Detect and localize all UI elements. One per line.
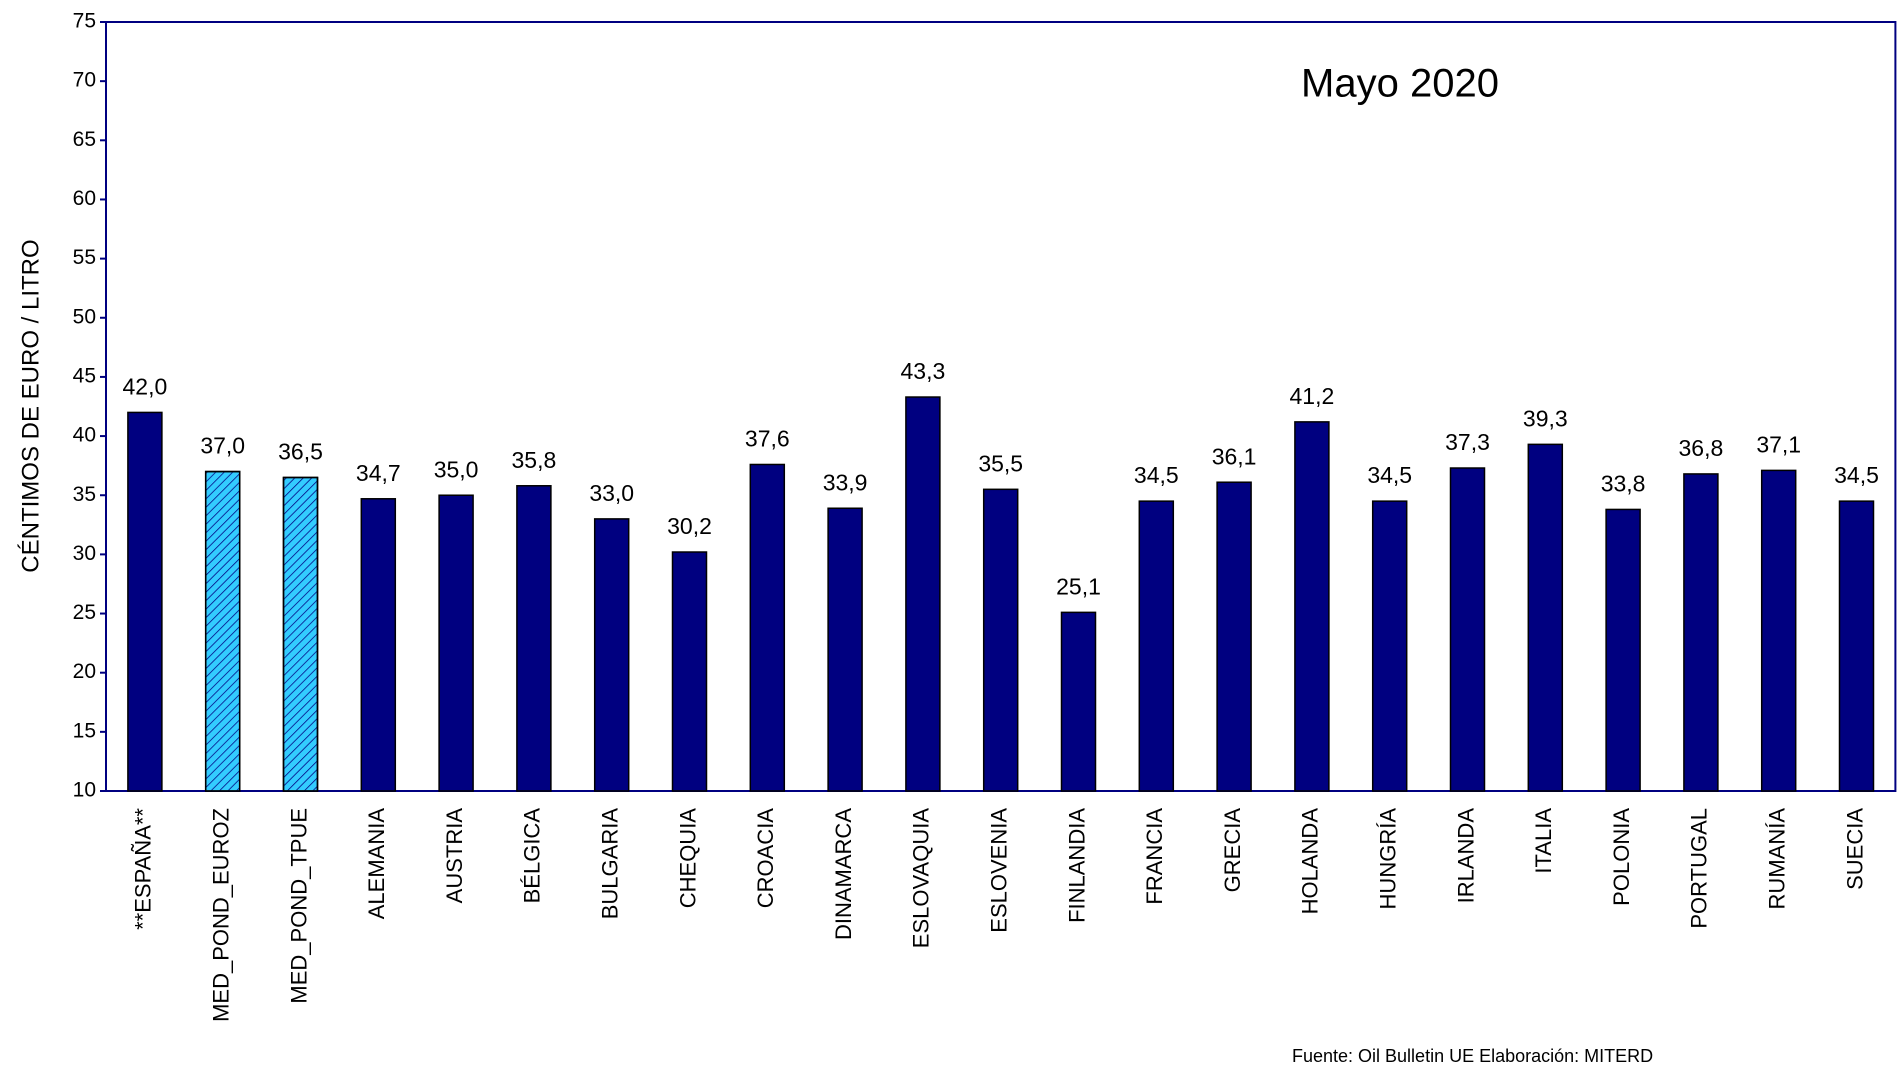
value-label: 37,0 (200, 433, 245, 459)
bar (1838, 500, 1875, 792)
x-tick-label: RUMANÍA (1765, 808, 1790, 910)
x-tick-label: MED_POND_TPUE (286, 808, 311, 1004)
value-label: 35,5 (978, 450, 1023, 476)
y-tick-label: 25 (73, 601, 96, 624)
bar (1138, 500, 1175, 792)
bar (1527, 443, 1564, 792)
x-tick-label: ALEMANIA (364, 808, 389, 920)
x-tick-label: GRECIA (1220, 808, 1245, 893)
value-label: 43,3 (901, 358, 946, 384)
bar (127, 411, 163, 792)
value-label: 34,5 (1367, 462, 1412, 488)
x-tick-label: CROACIA (753, 808, 778, 909)
x-tick-label: DINAMARCA (831, 808, 856, 940)
value-label: 35,8 (512, 447, 557, 473)
bar (438, 494, 474, 792)
value-label: 33,0 (589, 480, 634, 506)
x-tick-label: POLONIA (1609, 808, 1634, 906)
y-tick-label: 75 (73, 10, 96, 33)
x-tick-label: ESLOVAQUIA (909, 808, 934, 949)
x-tick-label: SUECIA (1842, 808, 1867, 890)
bar (593, 518, 630, 792)
x-tick-label: CHEQUIA (675, 808, 700, 909)
bar (1449, 467, 1486, 792)
x-tick-label: BULGARIA (598, 808, 623, 920)
value-label: 34,7 (356, 460, 401, 486)
y-tick-label: 35 (73, 483, 96, 506)
y-tick-label: 65 (73, 128, 96, 151)
bar-hatch (204, 470, 241, 792)
bar (516, 485, 552, 792)
value-label: 37,3 (1445, 429, 1490, 455)
value-label: 30,2 (667, 513, 712, 539)
bar (1294, 421, 1330, 792)
y-tick-label: 45 (73, 364, 96, 387)
bar-hatch (282, 476, 319, 792)
y-axis-label: CÉNTIMOS DE EURO / LITRO (17, 239, 44, 572)
source-note: Fuente: Oil Bulletin UE Elaboración: MIT… (1292, 1046, 1653, 1066)
x-tick-label: FINLANDIA (1064, 808, 1089, 923)
y-tick-label: 40 (73, 424, 96, 447)
x-tick-label: AUSTRIA (442, 808, 467, 904)
value-label: 25,1 (1056, 573, 1101, 599)
value-label: 42,0 (123, 373, 168, 399)
bar (1216, 481, 1252, 792)
bar (982, 488, 1019, 792)
x-tick-label: PORTUGAL (1687, 808, 1712, 929)
y-tick-label: 30 (73, 542, 96, 565)
chart-title: Mayo 2020 (1301, 62, 1499, 106)
x-tick-label: ESLOVENIA (987, 808, 1012, 933)
value-label: 39,3 (1523, 405, 1568, 431)
value-label: 36,1 (1212, 443, 1257, 469)
value-label: 36,8 (1679, 435, 1724, 461)
bar (360, 498, 397, 792)
bar (1605, 508, 1641, 792)
bar (749, 463, 786, 792)
x-tick-label: BÉLGICA (520, 808, 545, 904)
x-tick-label: MED_POND_EUROZ (209, 808, 234, 1022)
bar (1683, 473, 1719, 792)
x-tick-label: HUNGRÍA (1376, 808, 1401, 910)
bar (905, 396, 941, 792)
bar (1060, 611, 1097, 792)
y-tick-label: 55 (73, 246, 96, 269)
value-label: 41,2 (1290, 383, 1335, 409)
x-tick-label: FRANCIA (1142, 808, 1167, 905)
bar (1760, 469, 1797, 792)
value-label: 37,6 (745, 426, 790, 452)
value-label: 34,5 (1834, 462, 1879, 488)
value-label: 35,0 (434, 456, 479, 482)
y-tick-label: 50 (73, 305, 96, 328)
value-label: 37,1 (1756, 431, 1801, 457)
x-tick-label: HOLANDA (1298, 808, 1323, 915)
x-tick-label: IRLANDA (1453, 808, 1478, 904)
value-label: 33,9 (823, 469, 868, 495)
x-tick-label: **ESPAÑA** (131, 808, 156, 930)
y-tick-label: 15 (73, 719, 96, 742)
bar (827, 507, 863, 792)
y-tick-label: 10 (73, 779, 96, 802)
x-tick-label: ITALIA (1531, 808, 1556, 874)
value-label: 36,5 (278, 439, 323, 465)
y-tick-label: 20 (73, 660, 96, 683)
y-tick-label: 70 (73, 69, 96, 92)
value-label: 34,5 (1134, 462, 1179, 488)
value-label: 33,8 (1601, 471, 1646, 497)
bar (671, 551, 708, 792)
y-tick-label: 60 (73, 187, 96, 210)
bar (1371, 500, 1408, 792)
